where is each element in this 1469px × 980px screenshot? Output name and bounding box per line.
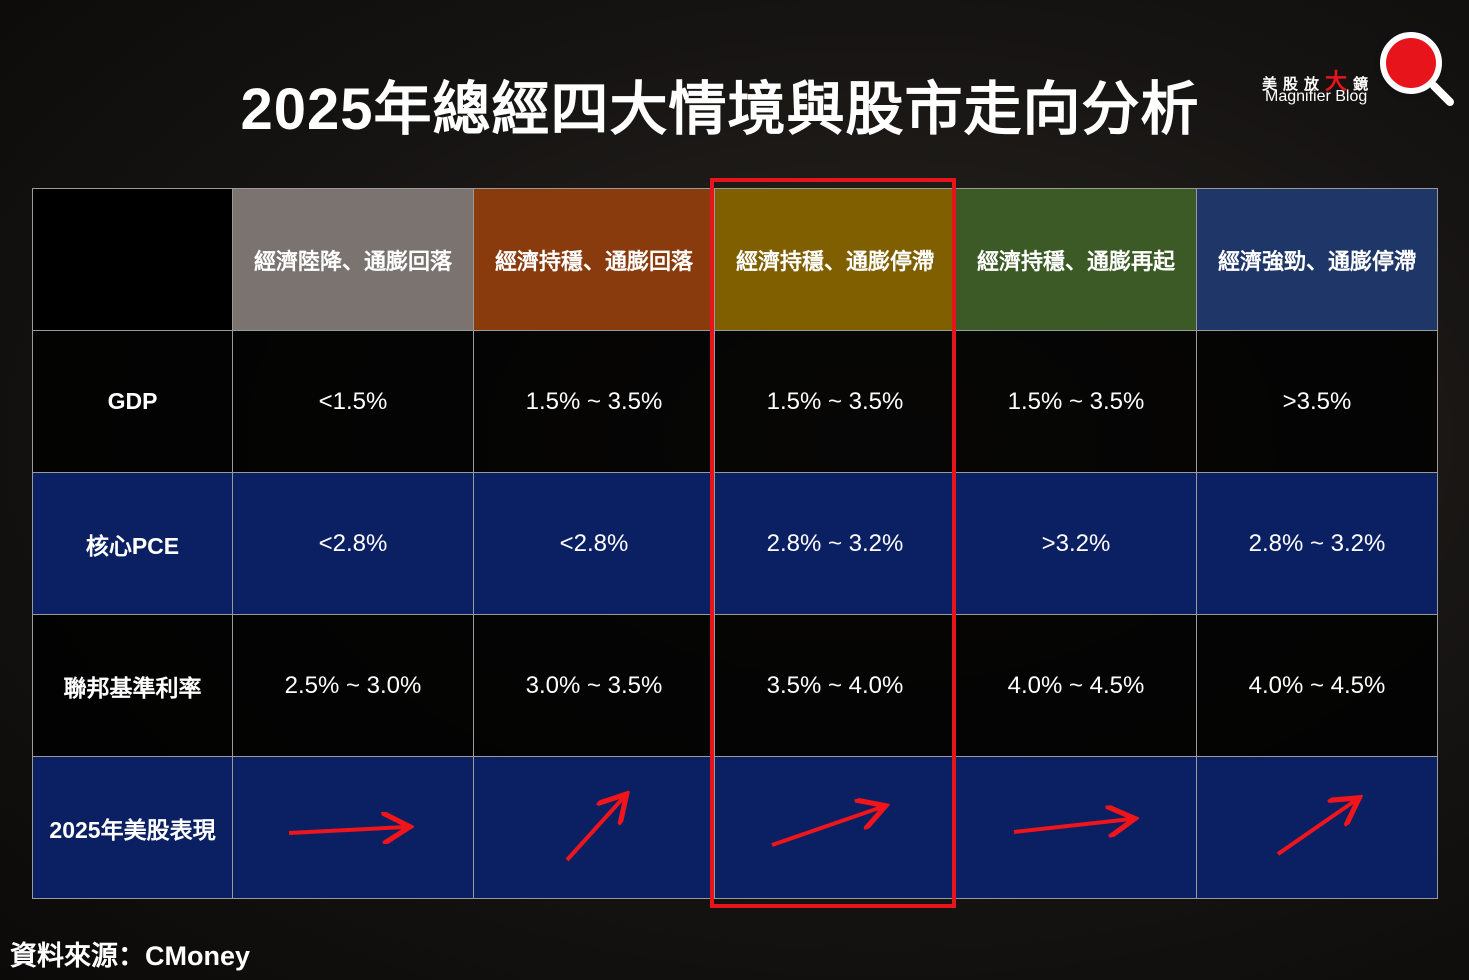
logo-name: 美股放大鏡: [1262, 64, 1374, 96]
source: 資料來源：CMoney: [10, 941, 251, 971]
table-cell: [955, 756, 1197, 899]
logo-icon: [1386, 38, 1436, 88]
column-header: 經濟陸降、通膨回落: [232, 188, 474, 331]
row-label: GDP: [32, 330, 233, 473]
corner-cell: [32, 188, 233, 331]
highlight-box: [710, 178, 956, 908]
logo-subtitle: Magnifier Blog: [1265, 88, 1368, 105]
logo-char: 鏡: [1353, 76, 1375, 93]
page-title: 2025年總經四大情境與股市走向分析: [240, 77, 1200, 142]
table-cell: 2.5% ~ 3.0%: [232, 614, 474, 757]
row-label: 2025年美股表現: [32, 756, 233, 899]
table-cell: [714, 756, 956, 899]
table-cell: 4.0% ~ 4.5%: [955, 614, 1197, 757]
table-cell: 1.5% ~ 3.5%: [714, 330, 956, 473]
arrows: [288, 797, 1356, 862]
arrow: [1013, 819, 1131, 832]
arrow: [565, 797, 624, 862]
logo-icon: [1430, 82, 1454, 106]
logo-char: 放: [1304, 76, 1326, 93]
logo-char: 大: [1325, 69, 1354, 94]
table-cell: 3.0% ~ 3.5%: [473, 614, 715, 757]
table-cell: 1.5% ~ 3.5%: [473, 330, 715, 473]
column-header: 經濟持穩、通膨停滯: [714, 188, 956, 331]
table-cell: 3.5% ~ 4.0%: [714, 614, 956, 757]
table-cell: <2.8%: [473, 472, 715, 615]
logo-char: 股: [1283, 76, 1305, 93]
column-header: 經濟持穩、通膨回落: [473, 188, 715, 331]
table-cell: <2.8%: [232, 472, 474, 615]
column-header: 經濟持穩、通膨再起: [955, 188, 1197, 331]
row-label: 核心PCE: [32, 472, 233, 615]
table-cell: [232, 756, 474, 899]
row-label: 聯邦基準利率: [32, 614, 233, 757]
table-cell: 4.0% ~ 4.5%: [1196, 614, 1438, 757]
table-cell: <1.5%: [232, 330, 474, 473]
table-cell: >3.5%: [1196, 330, 1438, 473]
arrow: [288, 827, 406, 833]
arrow: [1276, 800, 1356, 856]
table-cell: >3.2%: [955, 472, 1197, 615]
logo-char: 美: [1262, 76, 1284, 93]
arrow: [771, 807, 882, 847]
